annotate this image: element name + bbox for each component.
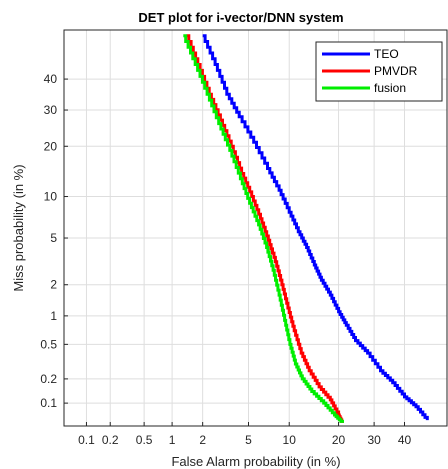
x-tick-label: 0.1 — [78, 433, 95, 447]
y-tick-label: 0.5 — [40, 337, 57, 351]
x-tick-label: 30 — [367, 433, 381, 447]
x-tick-label: 1 — [169, 433, 176, 447]
chart-title: DET plot for i-vector/DNN system — [138, 10, 343, 25]
plot-frame — [63, 29, 448, 427]
legend-label: PMVDR — [374, 64, 418, 78]
y-ticks: 0.1 0.2 0.5 1 2 5 10 20 30 40 — [40, 72, 68, 410]
y-tick-label: 40 — [44, 72, 58, 86]
x-tick-label: 10 — [283, 433, 297, 447]
x-axis-label: False Alarm probability (in %) — [171, 454, 340, 469]
legend-label: TEO — [374, 47, 399, 61]
y-tick-label: 20 — [44, 139, 58, 153]
x-tick-label: 2 — [199, 433, 206, 447]
legend: TEO PMVDR fusion — [315, 41, 443, 102]
x-tick-label: 5 — [245, 433, 252, 447]
series-line-teo — [202, 34, 429, 421]
x-tick-label: 20 — [332, 433, 346, 447]
y-tick-label: 30 — [44, 103, 58, 117]
y-tick-label: 1 — [50, 309, 57, 323]
y-tick-label: 2 — [50, 278, 57, 292]
series-group — [183, 34, 429, 423]
y-tick-label: 10 — [44, 190, 58, 204]
y-tick-label: 5 — [50, 231, 57, 245]
x-tick-label: 0.5 — [136, 433, 153, 447]
series-line-pmvdr — [186, 34, 344, 423]
series-line-fusion — [183, 34, 344, 423]
x-ticks: 0.1 0.2 0.5 1 2 5 10 20 30 40 — [78, 422, 412, 447]
y-axis-label: Miss probability (in %) — [11, 164, 26, 291]
legend-label: fusion — [374, 81, 406, 95]
y-tick-label: 0.1 — [40, 396, 57, 410]
x-tick-label: 0.2 — [102, 433, 119, 447]
x-tick-label: 40 — [398, 433, 412, 447]
y-tick-label: 0.2 — [40, 372, 57, 386]
